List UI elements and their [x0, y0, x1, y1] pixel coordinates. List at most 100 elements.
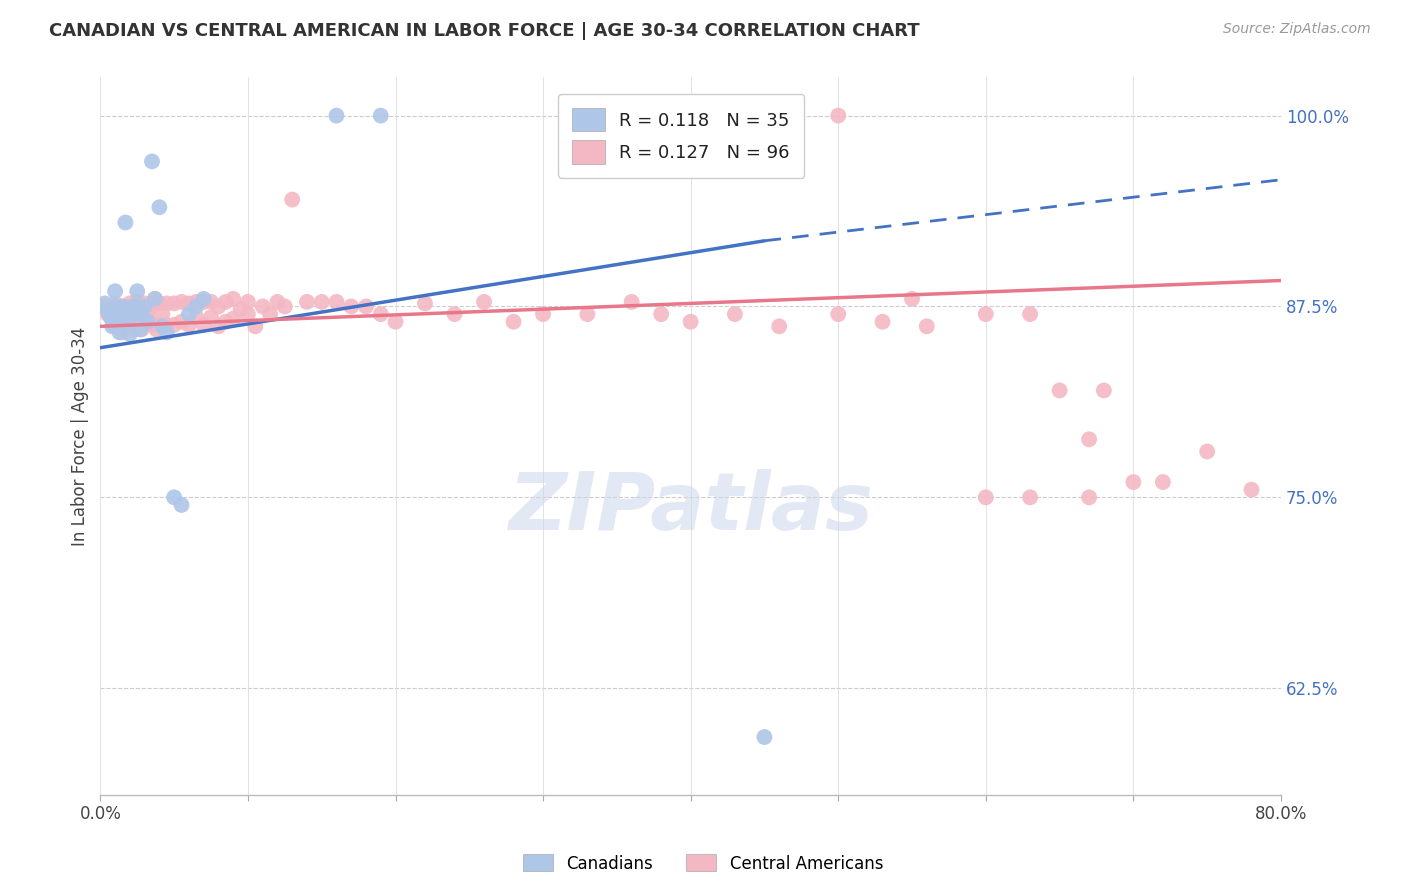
- Point: [100, 310, 122, 325]
- Point: [827, 109, 849, 123]
- Point: [115, 319, 138, 334]
- Point: [186, 294, 208, 309]
- Point: [1078, 491, 1101, 505]
- Point: [150, 307, 173, 321]
- Point: [127, 310, 149, 325]
- Point: [111, 300, 134, 314]
- Point: [193, 318, 215, 332]
- Point: [138, 313, 160, 327]
- Point: [101, 302, 124, 317]
- Point: [141, 300, 163, 314]
- Y-axis label: In Labor Force | Age 30-34: In Labor Force | Age 30-34: [72, 326, 89, 546]
- Point: [118, 296, 141, 310]
- Point: [148, 200, 170, 214]
- Point: [94, 300, 117, 314]
- Legend: R = 0.118   N = 35, R = 0.127   N = 96: R = 0.118 N = 35, R = 0.127 N = 96: [558, 94, 804, 178]
- Point: [111, 326, 134, 340]
- Point: [311, 294, 333, 309]
- Point: [97, 304, 120, 318]
- Point: [724, 307, 747, 321]
- Point: [134, 315, 156, 329]
- Point: [443, 307, 465, 321]
- Point: [170, 498, 193, 512]
- Point: [134, 296, 156, 310]
- Point: [1152, 475, 1174, 489]
- Point: [901, 292, 924, 306]
- Point: [129, 304, 152, 318]
- Point: [215, 315, 238, 329]
- Point: [340, 300, 363, 314]
- Point: [108, 309, 131, 323]
- Point: [370, 307, 392, 321]
- Point: [124, 307, 146, 321]
- Point: [1122, 475, 1144, 489]
- Point: [1092, 384, 1115, 398]
- Point: [97, 307, 120, 321]
- Point: [100, 310, 122, 325]
- Point: [127, 284, 149, 298]
- Point: [115, 304, 138, 318]
- Point: [107, 307, 129, 321]
- Point: [236, 307, 259, 321]
- Point: [193, 292, 215, 306]
- Point: [281, 193, 304, 207]
- Point: [114, 215, 136, 229]
- Point: [156, 318, 179, 332]
- Point: [131, 322, 153, 336]
- Point: [111, 300, 134, 314]
- Point: [108, 326, 131, 340]
- Point: [141, 318, 163, 332]
- Point: [531, 307, 554, 321]
- Point: [259, 307, 281, 321]
- Point: [413, 296, 436, 310]
- Point: [200, 294, 222, 309]
- Point: [472, 294, 495, 309]
- Point: [104, 296, 127, 310]
- Point: [915, 319, 938, 334]
- Point: [136, 315, 159, 329]
- Point: [114, 304, 136, 318]
- Point: [104, 300, 127, 314]
- Point: [101, 319, 124, 334]
- Point: [141, 154, 163, 169]
- Point: [118, 310, 141, 325]
- Point: [1240, 483, 1263, 497]
- Point: [127, 300, 149, 314]
- Point: [354, 300, 377, 314]
- Point: [222, 311, 245, 326]
- Text: ZIPatlas: ZIPatlas: [508, 469, 873, 547]
- Point: [177, 296, 200, 310]
- Point: [207, 319, 229, 334]
- Point: [650, 307, 672, 321]
- Point: [229, 302, 252, 317]
- Point: [215, 294, 238, 309]
- Point: [502, 315, 524, 329]
- Point: [148, 318, 170, 332]
- Point: [104, 284, 127, 298]
- Text: CANADIAN VS CENTRAL AMERICAN IN LABOR FORCE | AGE 30-34 CORRELATION CHART: CANADIAN VS CENTRAL AMERICAN IN LABOR FO…: [49, 22, 920, 40]
- Point: [170, 315, 193, 329]
- Point: [118, 315, 141, 329]
- Point: [827, 307, 849, 321]
- Point: [1019, 307, 1042, 321]
- Point: [620, 294, 643, 309]
- Point: [163, 296, 186, 310]
- Point: [156, 326, 179, 340]
- Point: [325, 294, 347, 309]
- Point: [1019, 491, 1042, 505]
- Point: [145, 322, 167, 336]
- Point: [131, 307, 153, 321]
- Point: [370, 109, 392, 123]
- Point: [768, 319, 790, 334]
- Point: [104, 319, 127, 334]
- Point: [143, 292, 166, 306]
- Point: [134, 300, 156, 314]
- Point: [150, 319, 173, 334]
- Point: [1049, 384, 1071, 398]
- Point: [127, 294, 149, 309]
- Point: [1197, 444, 1219, 458]
- Point: [186, 300, 208, 314]
- Point: [384, 315, 406, 329]
- Point: [186, 310, 208, 325]
- Point: [163, 318, 186, 332]
